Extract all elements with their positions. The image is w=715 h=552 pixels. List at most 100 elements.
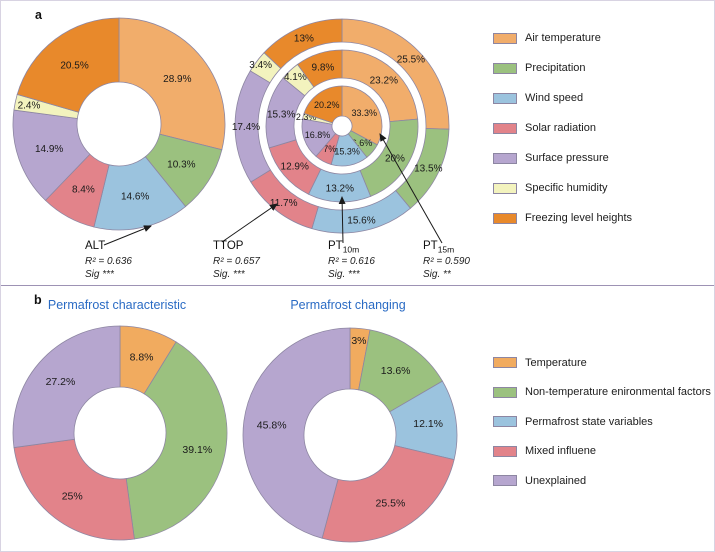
legend-item-air-temperature: Air temperature [493, 23, 632, 53]
pt10m-slice-label-4: 15.3% [267, 109, 295, 120]
pt10m-slice-6 [296, 49, 343, 88]
changing-slice-3 [321, 445, 455, 543]
legend-item-solar-radiation: Solar radiation [493, 113, 632, 143]
pt10m-slice-label-0: 23.2% [370, 76, 398, 87]
pt15m-slice-label-2: 15.3% [334, 147, 360, 157]
changing-slice-label-3: 25.5% [376, 498, 406, 510]
non-temperature-factors-swatch-icon [493, 386, 517, 398]
annotation-title: ALT [85, 240, 106, 252]
ttop-slice-label-4: 17.4% [232, 122, 260, 133]
panel-a-letter: a [35, 8, 42, 22]
freezing-level-heights-swatch-icon [493, 212, 517, 224]
legend-label: Air temperature [525, 32, 601, 44]
legend-item-freezing-level-heights: Freezing level heights [493, 203, 632, 233]
changing-slice-label-2: 12.1% [413, 418, 443, 430]
legend-panel-a: Air temperature Precipitation Wind speed… [493, 23, 632, 233]
pt10m-slice-label-3: 12.9% [281, 162, 309, 173]
alt-donut-chart: 28.9% 10.3% 14.6% 8.4% 14.9% 2.4% 20.5% [12, 17, 226, 231]
legend-label: Wind speed [525, 92, 584, 104]
characteristic-slice-2 [13, 438, 135, 541]
panel-a-charts: 28.9% 10.3% 14.6% 8.4% 14.9% 2.4% 20.5% 25.5% 1… [12, 17, 450, 246]
legend-label: Precipitation [525, 62, 586, 74]
annotation-sig: Sig. *** [213, 268, 245, 280]
ttop-slice-label-6: 13% [294, 33, 314, 44]
annotation-r2: R² = 0.657 [213, 256, 260, 268]
alt-slice-label-1: 10.3% [167, 159, 195, 170]
characteristic-slice-label-2: 25% [62, 491, 83, 503]
pt15m-slice-label-1: 6.6% [352, 138, 373, 148]
ttop-slice-6 [263, 18, 343, 70]
alt-slice-label-6: 20.5% [60, 60, 88, 71]
annotation-sig: Sig *** [85, 268, 114, 280]
precipitation-swatch-icon [493, 62, 517, 74]
permafrost-changing-donut-chart: 3% 13.6% 12.1% 25.5% 45.8% [242, 327, 458, 543]
panel-b-letter: b [34, 293, 42, 307]
legend-panel-b: Temperature Non-temperature enironmental… [493, 348, 711, 496]
ttop-slice-label-3: 11.7% [270, 198, 298, 209]
ttop-slice-label-1: 13.5% [414, 164, 442, 175]
pt10m-arrow [338, 196, 346, 244]
legend-label: Mixed influene [525, 445, 596, 458]
pt15m-slice-label-6: 20.2% [314, 100, 340, 110]
characteristic-slice-label-0: 8.8% [130, 352, 154, 364]
pt15m-slice-label-4: 16.8% [305, 130, 331, 140]
legend-item-surface-pressure: Surface pressure [493, 143, 632, 173]
pt15m-arrow [379, 133, 443, 244]
panel-b-right-title: Permafrost changing [290, 298, 406, 312]
unexplained-swatch-icon [493, 475, 517, 487]
alt-slice-label-4: 14.9% [35, 144, 63, 155]
characteristic-slice-label-1: 39.1% [182, 444, 212, 456]
solar-radiation-swatch-icon [493, 122, 517, 134]
permafrost-state-variables-swatch-icon [493, 416, 517, 428]
ttop-slice-label-5: 3.4% [249, 60, 272, 71]
legend-item-precipitation: Precipitation [493, 53, 632, 83]
alt-slice-label-3: 8.4% [72, 184, 95, 195]
characteristic-slice-1 [125, 341, 228, 540]
legend-item-non-temperature-factors: Non-temperature enironmental factors [493, 378, 711, 408]
legend-item-temperature: Temperature [493, 348, 711, 378]
pt10m-slice-label-5: 4.1% [284, 72, 307, 83]
legend-label: Surface pressure [525, 152, 609, 164]
pt10m-slice-label-6: 9.8% [312, 63, 335, 74]
legend-label: Unexplained [525, 474, 587, 487]
annotation-sig: Sig. *** [328, 268, 360, 280]
alt-slice-label-5: 2.4% [18, 101, 41, 112]
permafrost-characteristic-donut-chart: 8.8% 39.1% 25% 27.2% [12, 325, 228, 541]
legend-item-wind-speed: Wind speed [493, 83, 632, 113]
annotation-pt10m: PT10m R² = 0.616 Sig. *** [328, 240, 375, 281]
annotation-title: PT10m [328, 240, 360, 255]
ttop-slice-label-2: 15.6% [347, 216, 375, 227]
annotation-r2: R² = 0.590 [423, 256, 470, 268]
legend-item-permafrost-state-variables: Permafrost state variables [493, 407, 711, 437]
changing-slice-label-1: 13.6% [381, 365, 411, 377]
alt-arrow [103, 225, 152, 246]
characteristic-slice-3 [12, 325, 121, 449]
legend-item-mixed-influence: Mixed influene [493, 437, 711, 467]
annotation-r2: R² = 0.636 [85, 256, 132, 268]
annotation-ttop: TTOP R² = 0.657 Sig. *** [213, 240, 260, 281]
legend-label: Solar radiation [525, 122, 596, 134]
mixed-influence-swatch-icon [493, 445, 517, 457]
legend-label: Freezing level heights [525, 212, 633, 224]
annotation-title: TTOP [213, 240, 244, 252]
legend-label: Non-temperature enironmental factors [525, 386, 711, 399]
panel-divider [1, 285, 714, 286]
air-temperature-swatch-icon [493, 32, 517, 44]
surface-pressure-swatch-icon [493, 152, 517, 164]
annotation-title: PT15m [423, 240, 455, 255]
alt-slice-label-0: 28.9% [163, 74, 191, 85]
legend-label: Temperature [525, 356, 587, 369]
legend-item-unexplained: Unexplained [493, 466, 711, 496]
changing-slice-label-0: 3% [351, 335, 366, 347]
wind-speed-swatch-icon [493, 92, 517, 104]
alt-slice-6 [16, 17, 120, 113]
annotation-alt: ALT R² = 0.636 Sig *** [85, 240, 132, 281]
nested-donut-chart: 25.5% 13.5% 15.6% 11.7% 17.4% 3.4% 13% 23.2% 20%… [232, 18, 450, 234]
pt10m-slice-label-1: 20% [385, 154, 405, 165]
annotation-pt15m: PT15m R² = 0.590 Sig. ** [423, 240, 470, 281]
pt15m-slice-label-3: 7% [323, 144, 336, 154]
ttop-slice-label-0: 25.5% [397, 55, 425, 66]
alt-slice-label-2: 14.6% [121, 192, 149, 203]
alt-slice-0 [118, 17, 226, 151]
